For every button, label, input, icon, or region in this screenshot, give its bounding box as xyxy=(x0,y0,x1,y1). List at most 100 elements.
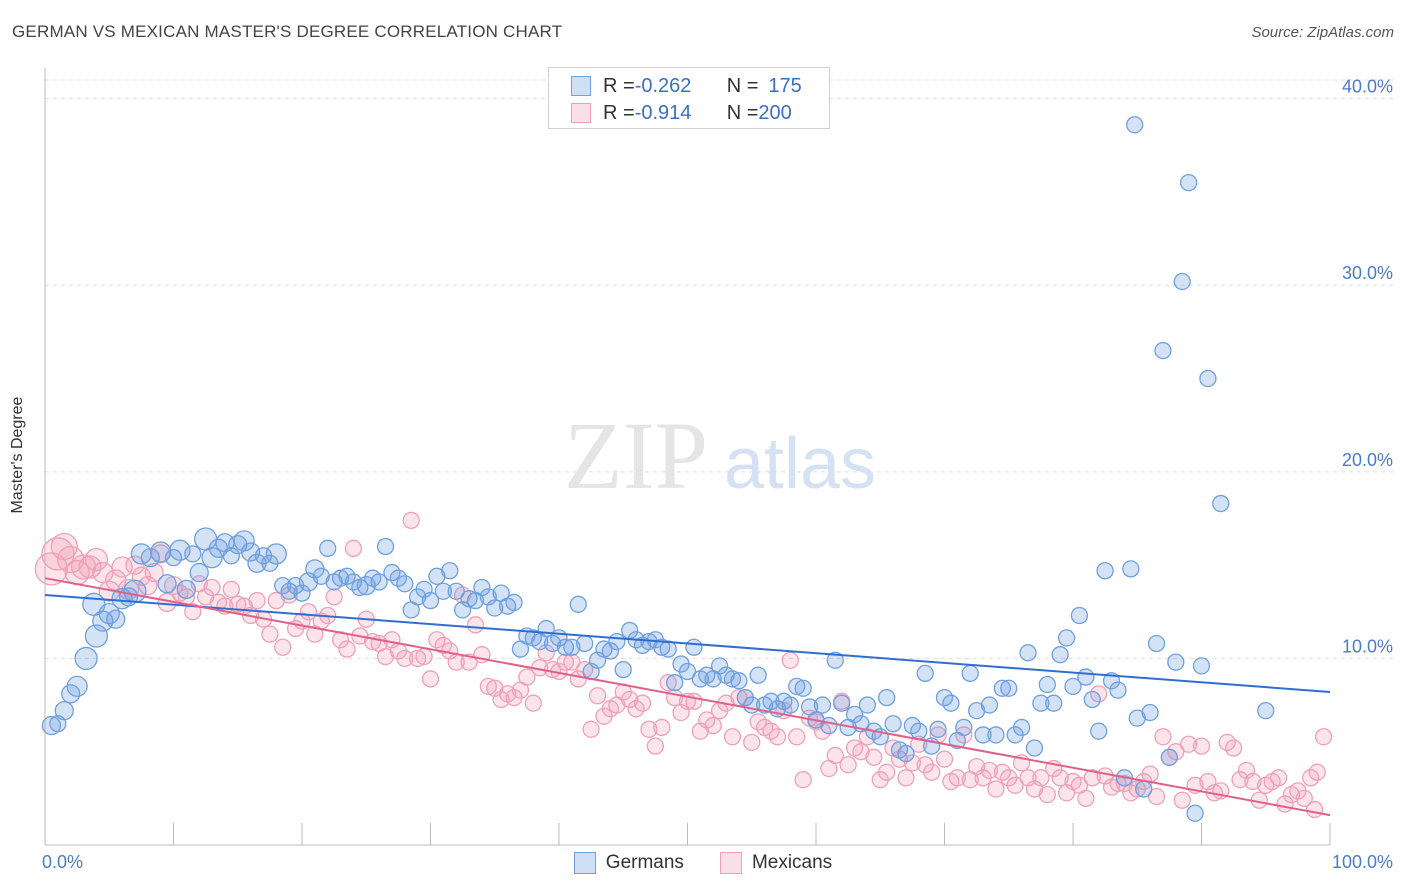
source-label: Source: ZipAtlas.com xyxy=(1251,24,1394,41)
mexicans-point xyxy=(524,694,542,712)
germans-point xyxy=(157,574,177,594)
germans-point xyxy=(1012,718,1031,737)
germans-point xyxy=(576,634,594,653)
legend-row-germans: R = -0.262 N = 175 xyxy=(571,73,802,99)
legend-item-mexicans: Mexicans xyxy=(719,852,833,874)
germans-point xyxy=(955,718,973,737)
germans-point xyxy=(916,664,934,682)
germans-point xyxy=(858,696,877,714)
watermark-atlas: atlas xyxy=(724,424,876,504)
germans-point xyxy=(929,720,947,738)
germans-point xyxy=(980,696,999,714)
germans-point xyxy=(1064,677,1082,696)
mexicans-point xyxy=(460,653,478,671)
mexicans-point xyxy=(1038,785,1056,804)
watermark-zip: ZIP xyxy=(564,402,708,509)
mexicans-point xyxy=(563,653,581,671)
chart-title: GERMAN VS MEXICAN MASTER'S DEGREE CORREL… xyxy=(12,22,563,41)
mexicans-point xyxy=(222,580,240,599)
mexicans-point xyxy=(723,728,742,746)
germans-point xyxy=(140,548,161,568)
mexicans-point xyxy=(903,754,922,772)
trend-lines xyxy=(44,577,1331,817)
mexicans-point xyxy=(274,638,292,656)
germans-point xyxy=(884,715,902,733)
germans-r-value: -0.262 xyxy=(634,74,692,97)
germans-point xyxy=(826,651,844,669)
germans-point xyxy=(781,696,799,714)
germans-n-value: 175 xyxy=(768,74,802,97)
mexicans-point xyxy=(41,537,75,571)
germans-point xyxy=(820,716,838,735)
germans-point xyxy=(666,674,684,692)
mexicans-point xyxy=(1032,769,1050,787)
mexicans-point xyxy=(826,746,844,765)
mexicans-point xyxy=(704,716,722,735)
mexicans-point xyxy=(781,651,799,669)
mexicans-point xyxy=(865,748,883,766)
mexicans-n-value: 200 xyxy=(758,101,792,124)
germans-point xyxy=(189,562,209,583)
mexicans-point xyxy=(633,694,652,712)
germans-point xyxy=(1019,644,1037,662)
mexicans-point xyxy=(248,591,266,610)
germans-trend-line xyxy=(44,593,1331,693)
mexicans-point xyxy=(659,674,677,692)
germans-point xyxy=(376,537,395,556)
germans-point xyxy=(1135,780,1153,798)
germans-point xyxy=(1122,560,1140,578)
germans-point xyxy=(265,543,287,565)
germans-point xyxy=(54,701,74,721)
germans-point xyxy=(1160,748,1179,766)
mexicans-point xyxy=(1224,739,1243,757)
germans-point xyxy=(184,545,202,563)
mexicans-legend-label: Mexicans xyxy=(751,852,833,873)
mexicans-point xyxy=(1305,800,1324,819)
series-legend: Germans Mexicans xyxy=(0,852,1406,874)
germans-point xyxy=(74,646,98,671)
mexicans-point xyxy=(878,763,896,781)
mexicans-point xyxy=(1308,763,1326,781)
germans-point xyxy=(396,575,414,593)
germans-legend-label: Germans xyxy=(605,852,684,873)
mexicans-n-label: N = xyxy=(726,101,759,124)
germans-point xyxy=(1180,173,1198,192)
mexicans-point xyxy=(640,720,658,738)
mexicans-point xyxy=(935,750,954,768)
germans-r-label: R = xyxy=(603,74,635,97)
mexicans-point xyxy=(92,561,114,584)
germans-point xyxy=(106,609,126,629)
germans-point xyxy=(942,694,960,712)
germans-point xyxy=(608,632,626,651)
mexicans-point xyxy=(57,545,85,574)
germans-point xyxy=(614,660,632,679)
mexicans-point xyxy=(948,769,966,787)
mexicans-point xyxy=(184,603,202,621)
germans-point xyxy=(486,599,504,617)
mexicans-point xyxy=(415,647,433,666)
germans-point xyxy=(176,579,197,600)
mexicans-point xyxy=(588,687,607,705)
germans-point xyxy=(1212,494,1230,513)
mexicans-point xyxy=(653,718,671,737)
mexicans-point xyxy=(582,720,600,738)
watermark: ZIP atlas xyxy=(564,402,876,509)
mexicans-point xyxy=(421,670,440,688)
germans-point xyxy=(788,677,806,696)
mexicans-point xyxy=(923,763,941,781)
germans-point xyxy=(1257,702,1275,720)
germans-point xyxy=(653,638,671,656)
mexicans-point xyxy=(1244,772,1262,791)
germans-point xyxy=(1045,694,1063,712)
germans-point xyxy=(678,662,697,681)
germans-point xyxy=(910,722,928,740)
mexicans-legend-swatch xyxy=(719,852,742,874)
mexicans-point xyxy=(987,780,1005,798)
germans-point xyxy=(961,664,979,682)
mexicans-r-value: -0.914 xyxy=(634,101,692,124)
germans-point xyxy=(1154,341,1172,360)
mexicans-point xyxy=(70,554,97,580)
germans-point xyxy=(293,584,311,602)
mexicans-point xyxy=(78,555,102,579)
grid-lines xyxy=(45,79,1395,659)
